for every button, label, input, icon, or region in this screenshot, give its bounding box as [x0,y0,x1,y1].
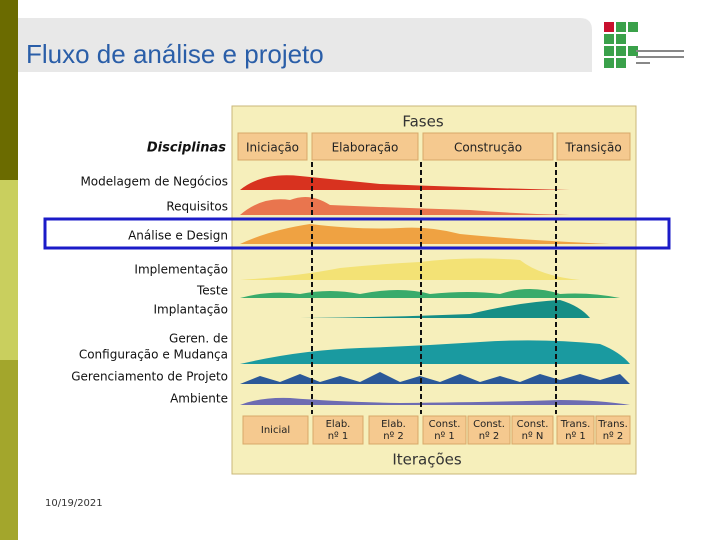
iteration-label: nº 1 [434,431,455,442]
iteration-label: Const. [473,419,505,430]
iteration-box [467,415,511,445]
phase-box [237,132,308,161]
logo [604,22,684,68]
highlight-box [43,217,671,250]
iteration-box [511,415,554,445]
iteration-label: Trans. [560,419,591,430]
side-bar [0,360,18,540]
discipline-label: Modelagem de Negócios [80,175,228,189]
iteration-label: Const. [429,419,461,430]
iteration-box [595,415,631,445]
discipline-label: Implementação [134,263,228,277]
discipline-label: Análise e Design [128,229,228,243]
phase-box [422,132,554,161]
side-bar [0,0,18,180]
iteration-label: Const. [517,419,549,430]
discipline-label: Geren. de [169,332,228,346]
discipline-label: Requisitos [166,200,228,214]
discipline-label: Configuração e Mudança [79,348,228,362]
iteration-box [242,415,309,445]
iteration-box [312,415,364,445]
title-bar [18,18,592,72]
phase-label: Construção [454,141,522,155]
side-bar [0,180,18,360]
iteration-label: nº 2 [603,431,624,442]
diagram-header: Fases [402,113,443,131]
slide-title: Fluxo de análise e projeto [26,39,324,69]
phase-label: Elaboração [332,141,399,155]
diagram-frame [231,105,637,475]
iteration-box [368,415,419,445]
discipline-label: Gerenciamento de Projeto [71,370,228,384]
iteration-label: nº 2 [479,431,500,442]
iteration-box [422,415,467,445]
diagram-footer: Iterações [392,451,462,469]
iteration-label: nº 1 [565,431,586,442]
discipline-label: Ambiente [170,392,228,406]
phase-box [311,132,419,161]
discipline-label: Teste [196,284,228,298]
iteration-label: nº 1 [328,431,349,442]
phase-box [556,132,631,161]
slide-date: 10/19/2021 [45,498,103,509]
iteration-label: nº 2 [383,431,404,442]
iteration-label: Trans. [597,419,628,430]
iteration-label: Elab. [326,419,351,430]
phase-label: Iniciação [246,141,299,155]
iteration-label: nº N [522,431,544,442]
phase-label: Transição [564,141,621,155]
phase-dividers [311,162,557,414]
disciplines-label: Disciplinas [147,141,226,156]
iteration-label: Elab. [381,419,406,430]
iteration-box [556,415,595,445]
discipline-label: Implantação [154,303,229,317]
humps [240,175,630,405]
iteration-label: Inicial [261,425,290,436]
